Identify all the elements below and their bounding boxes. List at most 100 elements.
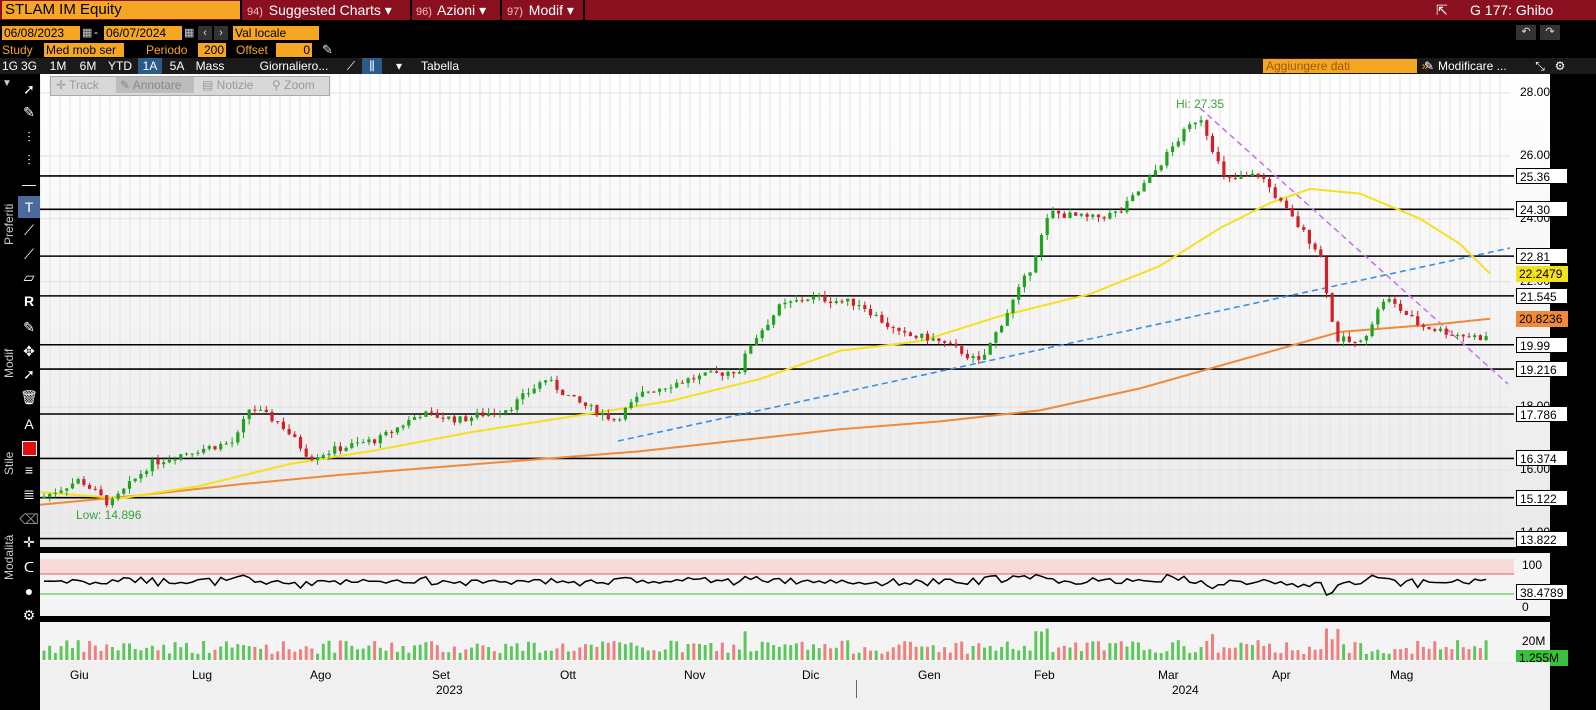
- range-button-6m[interactable]: 6M: [79, 59, 97, 73]
- range-button-1a[interactable]: 1A: [138, 58, 162, 74]
- volume-bar: [145, 647, 149, 660]
- volume-bar: [99, 650, 103, 660]
- range-button-ytd[interactable]: YTD: [108, 59, 132, 73]
- news-button[interactable]: ▤ Notizie: [202, 78, 254, 92]
- volume-bar: [1313, 649, 1317, 660]
- volume-bar: [652, 650, 656, 660]
- annotate-button[interactable]: ✎ Annotare: [116, 77, 194, 93]
- candle-body: [658, 388, 662, 392]
- prev-period-button[interactable]: ‹: [198, 26, 212, 40]
- volume-bar: [1364, 653, 1368, 660]
- line-style-icon[interactable]: ≣: [23, 486, 35, 502]
- ray-icon[interactable]: ⟋: [24, 246, 34, 262]
- candle-body: [487, 412, 491, 417]
- volume-bar: [1148, 649, 1152, 660]
- modify-button[interactable]: Modificare ...: [1438, 59, 1507, 73]
- double-chevron-icon[interactable]: »: [1421, 59, 1429, 73]
- gear-icon[interactable]: ⚙: [22, 607, 36, 623]
- add-data-input[interactable]: Aggiungere dati: [1263, 59, 1417, 73]
- collapse-arrow-icon[interactable]: ▼: [2, 78, 12, 89]
- channel-icon[interactable]: ▱: [23, 269, 35, 285]
- candle-body: [715, 371, 719, 373]
- export-icon[interactable]: ⇱: [1436, 2, 1448, 18]
- color-swatch[interactable]: [18, 436, 40, 458]
- date-to-input[interactable]: 06/07/2024: [104, 26, 182, 40]
- candle-chart-icon[interactable]: ⫼: [362, 58, 382, 74]
- volume-bar: [1068, 647, 1072, 660]
- offset-input[interactable]: 0: [276, 43, 312, 57]
- candle-body: [59, 490, 63, 493]
- annotate-icon[interactable]: ✎: [23, 104, 35, 120]
- ticker-field[interactable]: STLAM IM Equity: [2, 1, 240, 19]
- select-icon[interactable]: ➚: [23, 366, 35, 382]
- move-icon[interactable]: ✥: [23, 343, 35, 359]
- price-range-icon[interactable]: ⫶: [27, 152, 31, 168]
- range-button-3g[interactable]: 3G: [20, 59, 37, 73]
- font-icon[interactable]: A: [24, 416, 34, 432]
- horizontal-line-icon[interactable]: —: [22, 176, 36, 192]
- eraser-icon[interactable]: ⌫: [19, 511, 39, 527]
- chevron-down-icon[interactable]: ▾: [395, 59, 403, 73]
- candle-body: [874, 314, 878, 316]
- zoom-button[interactable]: ⚲ Zoom: [272, 78, 315, 92]
- candle-body: [857, 305, 861, 307]
- trend-line-icon[interactable]: ⟋: [24, 222, 34, 238]
- volume-bar: [629, 642, 633, 660]
- measure-icon[interactable]: ⫶: [27, 129, 31, 145]
- retracement-icon[interactable]: R: [23, 293, 35, 309]
- gear-icon[interactable]: ⚙: [1554, 59, 1566, 73]
- candle-body: [1051, 210, 1055, 218]
- volume-bar: [93, 645, 97, 660]
- volume-bar: [1114, 643, 1118, 660]
- candle-body: [988, 342, 992, 355]
- range-button-1m[interactable]: 1M: [49, 59, 67, 73]
- volume-bar: [504, 643, 508, 660]
- next-period-button[interactable]: ›: [214, 26, 228, 40]
- suggested-charts-menu[interactable]: 94) Suggested Charts ▾: [247, 0, 392, 20]
- separator: [240, 0, 242, 20]
- volume-bars: [42, 628, 1488, 660]
- table-button[interactable]: Tabella: [420, 59, 460, 73]
- pencil-icon[interactable]: ✎: [1423, 59, 1435, 73]
- volume-bar: [509, 646, 513, 660]
- redo-button[interactable]: ↷: [1540, 25, 1560, 40]
- trash-icon[interactable]: 🗑: [20, 389, 38, 405]
- candle-body: [219, 444, 223, 450]
- volume-bar: [316, 653, 320, 660]
- date-from-input[interactable]: 06/08/2023: [2, 26, 80, 40]
- magnet-icon[interactable]: ᑕ: [23, 559, 35, 575]
- title-bar: [0, 0, 1596, 20]
- crosshair-icon[interactable]: ✛: [23, 534, 35, 550]
- volume-bar: [817, 648, 821, 660]
- price-chart[interactable]: [40, 74, 1550, 670]
- track-button[interactable]: ✛ Track: [56, 78, 99, 92]
- volume-bar: [167, 653, 171, 660]
- range-button-5a[interactable]: 5A: [169, 59, 185, 73]
- candle-body: [418, 416, 422, 418]
- study-select[interactable]: Med mob ser: [44, 43, 124, 57]
- text-icon[interactable]: T: [18, 196, 40, 218]
- draw-icon[interactable]: ✎: [23, 319, 35, 335]
- modif-menu[interactable]: 97) Modif ▾: [507, 0, 574, 20]
- pointer-icon[interactable]: ➚: [23, 81, 35, 97]
- currency-select[interactable]: Val locale: [233, 26, 319, 40]
- range-button-1g[interactable]: 1G: [2, 59, 19, 73]
- line-chart-icon[interactable]: ⟋: [346, 59, 356, 73]
- volume-bar: [1285, 642, 1289, 660]
- frequency-select[interactable]: Giornaliero...: [259, 59, 329, 73]
- collapse-icon[interactable]: ⤡: [1535, 59, 1545, 73]
- palette-icon[interactable]: ●: [24, 583, 34, 599]
- line-weight-icon[interactable]: ≡: [24, 462, 34, 478]
- undo-button[interactable]: ↶: [1516, 25, 1536, 40]
- calendar-icon[interactable]: ▦: [184, 27, 195, 39]
- menu-number: 97): [507, 6, 523, 18]
- azioni-menu[interactable]: 96) Azioni ▾: [416, 0, 486, 20]
- calendar-icon[interactable]: ▦: [82, 27, 93, 39]
- study-label: Study: [2, 43, 33, 57]
- rsi: [40, 559, 1514, 597]
- range-button-mass[interactable]: Mass: [195, 59, 225, 73]
- pencil-icon[interactable]: ✎: [322, 42, 333, 57]
- candle-body: [1484, 336, 1488, 340]
- candle-body: [920, 333, 924, 338]
- period-input[interactable]: 200: [198, 43, 226, 57]
